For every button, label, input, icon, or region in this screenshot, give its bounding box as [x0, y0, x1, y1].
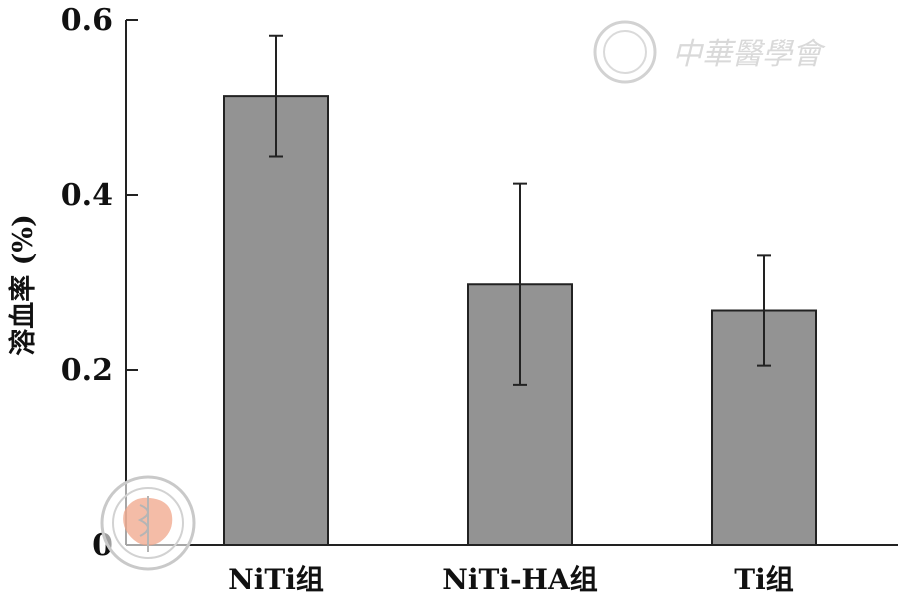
watermark-text: 中華醫學會: [672, 37, 826, 72]
y-ticks: 00.20.40.6: [61, 3, 138, 563]
x-tick-label-2: Ti组: [734, 563, 793, 596]
y-tick-label: 0.6: [61, 3, 113, 38]
watermark-logo-icon: [100, 475, 196, 571]
y-tick-label: 0.4: [61, 178, 113, 213]
x-tick-label-1: NiTi-HA组: [442, 563, 598, 596]
watermark-seal-inner-icon: [603, 30, 647, 74]
watermark-top: 中華醫學會: [593, 20, 826, 84]
y-axis-title: 溶血率 (%): [7, 214, 39, 356]
error-bars: [269, 34, 771, 386]
bar-0: [223, 95, 329, 546]
watermark-seal-icon: [593, 20, 657, 84]
x-tick-label-0: NiTi组: [228, 563, 324, 596]
bars: [223, 95, 817, 546]
x-tick-labels: NiTi组 NiTi-HA组 Ti组: [228, 563, 794, 596]
y-tick-label: 0.2: [61, 353, 113, 388]
